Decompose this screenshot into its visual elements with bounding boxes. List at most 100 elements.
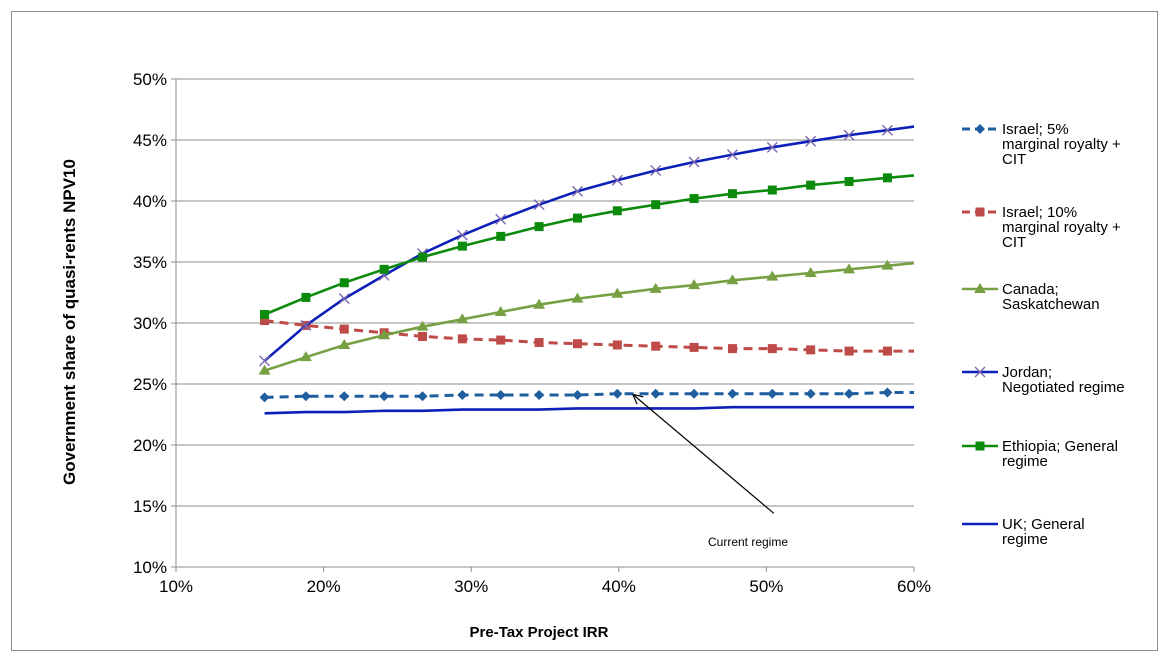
legend-marker (975, 207, 985, 217)
data-point (495, 213, 507, 225)
legend-marker (975, 124, 985, 134)
series-line (263, 125, 915, 362)
data-point (571, 185, 583, 197)
data-point (496, 231, 506, 241)
data-point (726, 149, 738, 161)
gridlines (176, 78, 914, 507)
data-point (843, 129, 855, 141)
series-line (264, 261, 915, 372)
data-point (882, 387, 893, 398)
data-point (611, 287, 624, 298)
legend-label: Negotiated regime (1002, 379, 1125, 396)
y-tick-label: 30% (133, 314, 167, 333)
annotation-arrow (634, 395, 775, 514)
data-point (649, 282, 662, 293)
data-point (766, 141, 778, 153)
data-point (378, 329, 391, 340)
data-point (804, 266, 817, 277)
data-point (571, 292, 584, 303)
legend-label: CIT (1002, 151, 1026, 168)
data-point (534, 389, 545, 400)
y-tick-label: 25% (133, 375, 167, 394)
y-tick-label: 40% (133, 192, 167, 211)
data-point (882, 173, 892, 183)
data-point (533, 298, 546, 309)
legend-label: Israel; 5% (1002, 121, 1069, 138)
data-point (495, 389, 506, 400)
x-tick-label: 40% (602, 577, 636, 596)
x-tick-label: 60% (897, 577, 931, 596)
legend-label: Jordan; (1002, 364, 1052, 381)
series-line (264, 174, 915, 316)
annotation-group: Current regime (634, 395, 788, 549)
series-2 (258, 259, 915, 375)
data-point (612, 206, 622, 216)
y-tick-label: 10% (133, 558, 167, 577)
legend-label: marginal royalty + (1002, 136, 1121, 153)
data-point (339, 391, 350, 402)
data-point (688, 156, 700, 168)
legend-marker (974, 283, 986, 293)
legend-item-2: Canada;Saskatchewan (962, 281, 1100, 313)
y-tick-label: 15% (133, 497, 167, 516)
data-point (300, 391, 311, 402)
data-point (300, 319, 312, 331)
data-point (534, 222, 544, 232)
data-point (805, 388, 816, 399)
annotation-label: Current regime (708, 535, 788, 549)
legend-label: CIT (1002, 234, 1026, 251)
legend-label: regime (1002, 531, 1048, 548)
x-tick-label: 10% (159, 577, 193, 596)
chart-frame (11, 11, 1158, 651)
data-point (689, 388, 700, 399)
series-5 (264, 405, 914, 415)
data-point (844, 388, 855, 399)
legend-item-3: Jordan;Negotiated regime (962, 364, 1125, 396)
data-point (766, 270, 779, 281)
data-point (417, 252, 427, 262)
data-point (727, 388, 738, 399)
legend-marker (975, 441, 985, 451)
data-point (456, 229, 468, 241)
data-point (338, 338, 351, 349)
legend-label: regime (1002, 453, 1048, 470)
data-point (260, 309, 270, 319)
data-point (339, 324, 349, 334)
data-point (416, 320, 429, 331)
data-point (881, 259, 894, 270)
data-point (767, 344, 777, 354)
series-line (264, 405, 914, 415)
data-point (844, 176, 854, 186)
data-point (881, 124, 893, 136)
legend-label: Israel; 10% (1002, 204, 1077, 221)
series-line (264, 319, 914, 353)
legend-label: Ethiopia; General (1002, 438, 1118, 455)
series-line (264, 391, 914, 399)
data-point (806, 180, 816, 190)
data-point (260, 316, 270, 326)
series-4 (260, 173, 915, 319)
data-point (339, 278, 349, 288)
x-tick-label: 20% (307, 577, 341, 596)
data-point (534, 338, 544, 348)
data-point (379, 264, 389, 274)
data-point (650, 388, 661, 399)
data-point (689, 194, 699, 204)
y-tick-label: 20% (133, 436, 167, 455)
data-point (806, 345, 816, 355)
data-point (651, 200, 661, 210)
series-group (258, 124, 915, 415)
data-point (338, 293, 350, 305)
axes: 10% 15% 20% 25% 30% 35% 40% 45% 50% 10% 20% 30% 40% 5… (133, 70, 931, 596)
data-point (533, 199, 545, 211)
data-point (259, 355, 271, 367)
legend-label: Saskatchewan (1002, 296, 1100, 313)
data-point (496, 335, 506, 345)
data-point (767, 185, 777, 195)
series-1 (260, 316, 914, 356)
series-3 (259, 124, 915, 367)
data-point (612, 340, 622, 350)
